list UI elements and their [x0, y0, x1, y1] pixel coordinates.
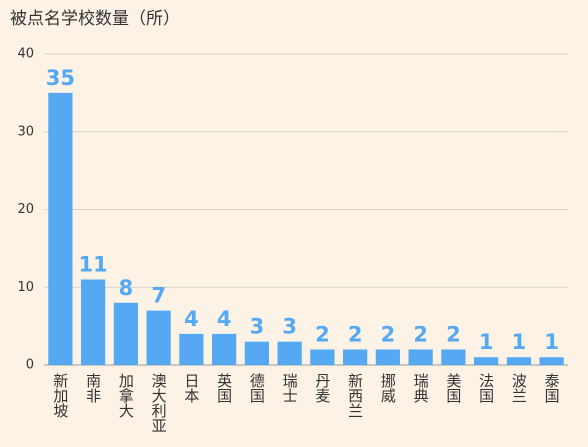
x-tick-label: 泰国 [543, 373, 561, 403]
data-label: 2 [446, 322, 461, 346]
bar [146, 310, 171, 365]
data-label: 1 [479, 330, 494, 354]
data-label: 2 [413, 322, 428, 346]
data-label: 1 [512, 330, 527, 354]
bar [474, 357, 499, 365]
bar [113, 302, 138, 365]
x-tick-label: 瑞士 [281, 373, 299, 403]
y-tick-label: 40 [17, 47, 34, 62]
bar [244, 341, 269, 365]
bar [179, 333, 204, 365]
data-label: 1 [544, 330, 559, 354]
y-tick-label: 0 [26, 358, 34, 373]
x-tick-label: 挪威 [379, 373, 397, 404]
x-tick-label: 新西兰 [346, 373, 364, 418]
bar [81, 279, 106, 365]
x-tick-label: 日本 [182, 373, 200, 403]
data-label: 2 [315, 322, 330, 346]
data-label: 2 [348, 322, 363, 346]
data-label: 4 [217, 307, 232, 331]
data-label: 8 [119, 276, 134, 300]
bar [48, 92, 73, 365]
bar [343, 349, 368, 365]
data-label: 2 [381, 322, 396, 346]
x-tick-label: 南非 [84, 373, 102, 403]
x-tick-label: 澳大利亚 [150, 373, 168, 433]
data-label: 3 [282, 315, 297, 339]
x-tick-label: 英国 [215, 372, 233, 403]
x-tick-label: 新加坡 [51, 373, 69, 418]
x-tick-label: 法国 [477, 373, 495, 403]
data-label: 3 [250, 315, 265, 339]
bar [506, 357, 531, 365]
bar [375, 349, 400, 365]
x-tick-label: 丹麦 [313, 373, 331, 403]
bar [277, 341, 302, 365]
x-tick-label: 德国 [248, 372, 266, 403]
bar [539, 357, 564, 365]
bar [441, 349, 466, 365]
bar [212, 333, 237, 365]
data-label: 35 [46, 66, 75, 90]
x-tick-label: 美国 [444, 373, 462, 403]
y-tick-label: 20 [17, 202, 34, 217]
bar [408, 349, 433, 365]
y-tick-label: 30 [17, 124, 34, 139]
data-label: 11 [79, 252, 108, 276]
bar [310, 349, 335, 365]
data-label: 4 [184, 307, 199, 331]
x-tick-label: 波兰 [510, 373, 528, 403]
data-label: 7 [151, 284, 166, 308]
y-tick-label: 10 [17, 280, 34, 295]
x-tick-label: 加拿大 [117, 373, 135, 418]
x-tick-label: 瑞典 [412, 373, 430, 403]
chart-title: 被点名学校数量（所） [10, 9, 180, 29]
